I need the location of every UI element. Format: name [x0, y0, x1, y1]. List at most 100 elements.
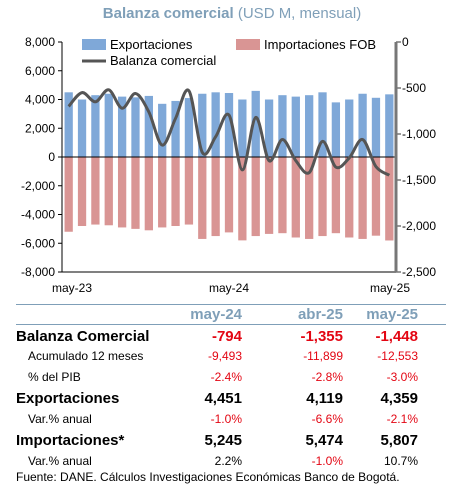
- bar-import: [104, 157, 113, 226]
- bar-import: [198, 157, 207, 239]
- right-tick-label: -1,500: [402, 173, 436, 187]
- bar-export: [184, 98, 194, 157]
- legend: Exportaciones Importaciones FOB Balanza co…: [82, 37, 376, 68]
- row-value: 2.2%: [214, 454, 242, 468]
- left-tick-label: 0: [48, 150, 55, 164]
- bar-import: [64, 157, 73, 232]
- column-header: may-24: [190, 306, 242, 323]
- row-label: Importaciones*: [16, 432, 125, 449]
- row-value: -2.1%: [386, 412, 418, 426]
- left-tick-label: -8,000: [21, 265, 55, 279]
- bar-import: [305, 157, 314, 239]
- legend-swatch-imports: [236, 39, 260, 50]
- bar-import: [184, 157, 194, 225]
- row-value: -1,448: [375, 328, 418, 345]
- series-balance-line: [67, 88, 391, 177]
- table-row: Exportaciones 4,451 4,119 4,359: [0, 390, 464, 410]
- x-tick-label: may-25: [370, 281, 410, 295]
- bar-export: [385, 94, 394, 157]
- bar-import: [131, 157, 140, 229]
- bar-export: [158, 103, 167, 157]
- bar-import: [318, 157, 327, 237]
- bar-export: [278, 95, 287, 157]
- x-tick-label: may-23: [52, 281, 92, 295]
- table-row: Importaciones* 5,245 5,474 5,807: [0, 432, 464, 452]
- bar-export: [64, 92, 73, 157]
- bar-import: [291, 157, 300, 238]
- left-tick-label: -2,000: [21, 179, 55, 193]
- bar-export: [305, 95, 314, 157]
- left-tick-label: -6,000: [21, 236, 55, 250]
- table-row: Var.% anual 2.2% -1.0% 10.7%: [0, 454, 464, 474]
- bar-import: [238, 157, 247, 241]
- row-value: -11,899: [303, 349, 343, 363]
- row-value: -1.0%: [311, 454, 343, 468]
- legend-label-balance: Balanza comercial: [110, 53, 216, 68]
- row-value: 4,451: [204, 390, 242, 407]
- row-label: % del PIB: [28, 370, 81, 384]
- row-label: Balanza Comercial: [16, 328, 150, 345]
- bar-export: [291, 96, 300, 157]
- row-value: 5,474: [305, 432, 343, 449]
- chart-title-main: Balanza comercial: [102, 5, 234, 22]
- bar-export: [144, 95, 153, 157]
- bar-import: [171, 157, 180, 226]
- bar-export: [238, 99, 247, 157]
- column-header: may-25: [366, 306, 418, 323]
- bar-import: [224, 157, 234, 233]
- table-row: Var.% anual -1.0% -6.6% -2.1%: [0, 412, 464, 432]
- chart-title: Balanza comercial (USD M, mensual): [0, 5, 464, 22]
- bar-import: [144, 157, 153, 231]
- table-row: % del PIB -2.4% -2.8% -3.0%: [0, 370, 464, 390]
- bar-import: [251, 157, 260, 237]
- row-value: 5,807: [380, 432, 418, 449]
- bar-export: [171, 100, 180, 157]
- row-value: 4,359: [380, 390, 418, 407]
- row-value: -794: [211, 328, 242, 345]
- bar-import: [345, 157, 354, 238]
- bar-export: [77, 99, 87, 157]
- left-tick-label: -4,000: [21, 208, 55, 222]
- bar-export: [211, 92, 220, 157]
- row-value: -12,553: [377, 349, 418, 363]
- left-tick-label: 2,000: [25, 121, 55, 135]
- table-row: Acumulado 12 meses -9,493 -11,899 -12,553: [0, 349, 464, 369]
- series-imports-bars: [64, 157, 394, 241]
- row-label: Acumulado 12 meses: [28, 349, 144, 363]
- row-value: -6.6%: [311, 412, 343, 426]
- left-tick-label: 8,000: [25, 35, 55, 49]
- bar-export: [251, 90, 260, 157]
- bar-import: [211, 157, 220, 237]
- bar-export: [318, 92, 327, 157]
- bar-import: [278, 157, 287, 234]
- left-tick-label: 6,000: [25, 64, 55, 78]
- right-tick-label: -1,000: [402, 127, 436, 141]
- bar-export: [117, 96, 127, 157]
- row-value: -2.4%: [210, 370, 242, 384]
- bar-import: [358, 157, 367, 239]
- row-label: Var.% anual: [28, 412, 92, 426]
- bar-export: [331, 102, 341, 157]
- bar-export: [91, 95, 100, 157]
- series-exports-bars: [64, 90, 394, 157]
- left-tick-label: 4,000: [25, 93, 55, 107]
- bar-import: [264, 157, 274, 234]
- row-value: 10.7%: [383, 454, 418, 468]
- row-value: -9,493: [207, 349, 242, 363]
- bar-export: [131, 97, 140, 157]
- bar-import: [385, 157, 394, 241]
- bar-import: [371, 157, 381, 236]
- row-value: -3.0%: [386, 370, 418, 384]
- bar-export: [371, 97, 381, 157]
- table-header-row: may-24 abr-25 may-25: [0, 306, 464, 326]
- bar-export: [198, 93, 207, 157]
- bar-import: [91, 157, 100, 225]
- right-tick-label: 0: [402, 35, 409, 49]
- row-value: 4,119: [306, 390, 343, 407]
- table-header-rule: [16, 324, 446, 325]
- bar-export: [264, 99, 274, 157]
- bar-import: [331, 157, 341, 234]
- legend-label-imports: Importaciones FOB: [264, 37, 376, 52]
- right-tick-label: -2,000: [402, 219, 436, 233]
- trade-balance-chart: 8,000 6,000 4,000 2,000 0 -2,000 -4,000 -6,000 -…: [21, 35, 436, 295]
